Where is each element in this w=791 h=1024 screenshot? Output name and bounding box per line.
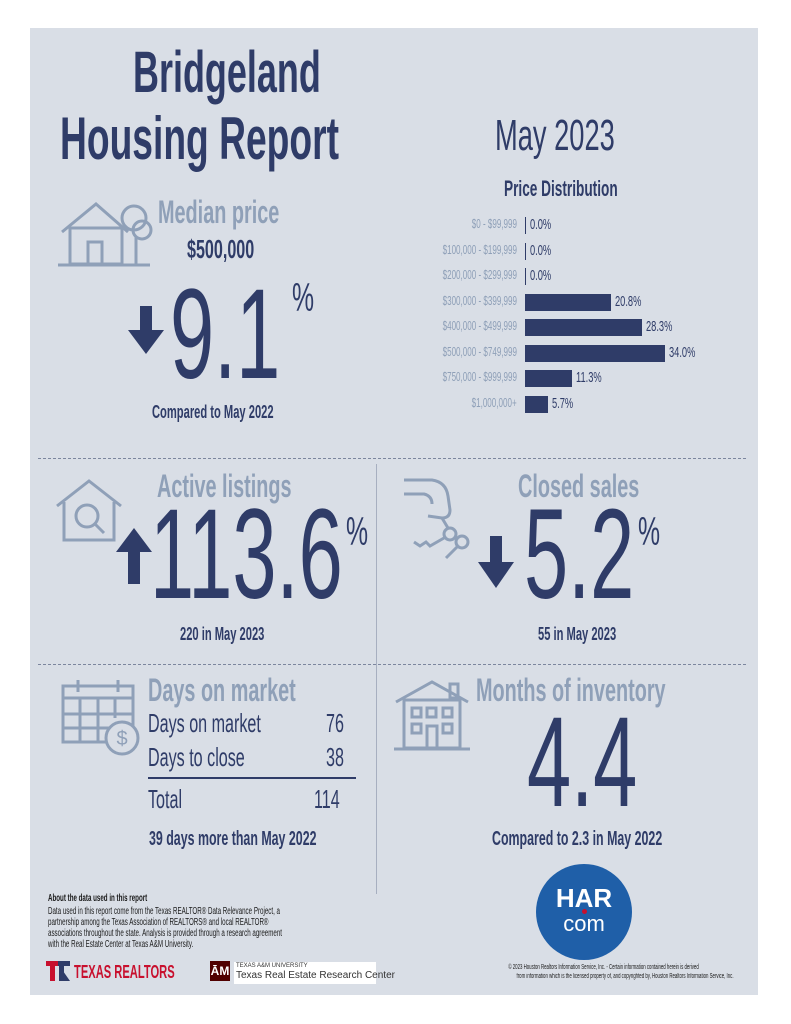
- column-divider: [376, 464, 377, 894]
- active-listings-change: 113.6: [150, 483, 343, 626]
- closed-sales-title: Closed sales: [518, 468, 640, 504]
- price-bar-value: 20.8%: [615, 292, 642, 310]
- calendar-dollar-icon: $: [60, 678, 144, 758]
- texas-realtors-wordmark: TEXAS REALTORS: [74, 962, 175, 982]
- active-listings-title: Active listings: [157, 468, 292, 504]
- price-distribution-title: Price Distribution: [504, 176, 618, 201]
- price-range-label: $100,000 - $199,999: [442, 241, 517, 257]
- median-price-comparison: Compared to May 2022: [152, 402, 274, 422]
- dom-row-value: 76: [326, 708, 344, 738]
- price-bar: [525, 217, 526, 234]
- arrow-down-icon: [128, 306, 164, 354]
- price-bar: [525, 242, 526, 260]
- price-bar-value: 34.0%: [669, 343, 696, 361]
- section-divider: [38, 458, 746, 459]
- dom-comparison: 39 days more than May 2022: [149, 828, 317, 850]
- price-bar: [525, 344, 665, 362]
- copyright: © 2023 Houston Realtors Information Serv…: [508, 964, 734, 980]
- months-inventory-value: 4.4: [527, 691, 638, 834]
- price-range-label: $200,000 - $299,999: [442, 267, 517, 282]
- days-on-market-title: Days on market: [148, 672, 296, 708]
- median-price-value: $500,000: [187, 234, 255, 264]
- dom-total-value: 114: [314, 784, 340, 814]
- price-range-label: $0 - $99,999: [471, 216, 517, 231]
- price-range-label: $500,000 - $749,999: [442, 343, 517, 359]
- price-range-label: $400,000 - $499,999: [442, 318, 517, 333]
- about-text: Data used in this report come from the T…: [48, 906, 283, 950]
- svg-text:$: $: [116, 728, 127, 750]
- closed-sales-percent: %: [638, 510, 661, 554]
- months-inventory-comparison: Compared to 2.3 in May 2022: [492, 828, 663, 850]
- price-bar-value: 0.0%: [530, 267, 552, 284]
- texas-realtors-logo: [46, 961, 72, 983]
- building-icon: [392, 678, 472, 754]
- section-divider: [38, 664, 746, 665]
- price-range-label: $300,000 - $399,999: [442, 292, 517, 308]
- price-bar-value: 0.0%: [530, 241, 552, 259]
- dom-row-label: Days to close: [148, 742, 245, 772]
- title-line-2: Housing Report: [60, 105, 339, 172]
- price-range-label: $1,000,000+: [471, 394, 517, 410]
- tamu-logo: ĀM: [210, 961, 230, 981]
- months-inventory-title: Months of inventory: [476, 672, 666, 708]
- median-price-change: 9.1: [170, 263, 281, 406]
- price-bar-value: 5.7%: [552, 394, 574, 412]
- price-bar: [525, 395, 548, 413]
- active-listings-percent: %: [346, 510, 369, 554]
- price-distribution-chart: $0 - $99,999 0.0% $100,000 - $199,999 0.0% $…: [310, 216, 730, 426]
- closed-sales-detail: 55 in May 2023: [538, 624, 617, 644]
- active-listings-detail: 220 in May 2023: [180, 624, 265, 644]
- house-tree-icon: [58, 196, 154, 268]
- price-bar: [525, 319, 642, 336]
- price-bar: [525, 268, 526, 285]
- tamu-center-box: TEXAS A&M UNIVERSITY Texas Real Estate R…: [234, 962, 395, 984]
- price-bar-value: 28.3%: [646, 318, 673, 335]
- price-bar: [525, 370, 572, 387]
- price-bar-value: 0.0%: [530, 216, 552, 233]
- median-price-percent: %: [292, 276, 315, 320]
- dom-row-value: 38: [326, 742, 344, 772]
- price-range-label: $750,000 - $999,999: [442, 369, 517, 384]
- price-bar: [525, 293, 611, 311]
- hand-keys-icon: [402, 476, 472, 562]
- dom-row-label: Days on market: [148, 708, 261, 738]
- about-title: About the data used in this report: [48, 893, 148, 904]
- total-rule: [148, 777, 356, 779]
- house-search-icon: [54, 478, 124, 544]
- price-bar-value: 11.3%: [576, 369, 602, 386]
- dom-total-label: Total: [148, 784, 183, 814]
- arrow-down-icon: [478, 536, 514, 588]
- report-sheet: Bridgeland Housing Report May 2023 Media…: [30, 28, 758, 995]
- title-line-1: Bridgeland: [133, 40, 321, 105]
- har-logo[interactable]: HAR com: [536, 864, 632, 960]
- closed-sales-change: 5.2: [524, 483, 635, 626]
- report-period: May 2023: [495, 111, 615, 160]
- median-price-title: Median price: [158, 194, 280, 230]
- arrow-up-icon: [116, 528, 152, 584]
